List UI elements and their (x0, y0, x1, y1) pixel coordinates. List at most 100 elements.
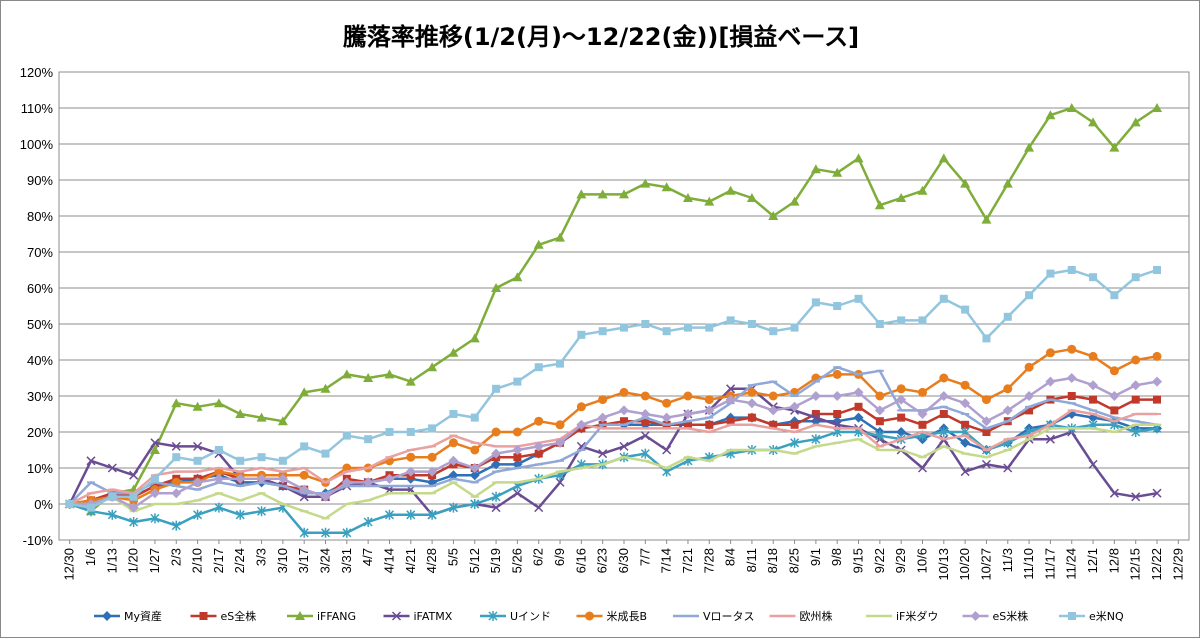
x-tick-label: 1/13 (104, 548, 119, 573)
series-7 (65, 365, 1162, 505)
y-tick-label: -10% (23, 533, 54, 548)
data-point (917, 185, 928, 195)
legend: My資産 eS全株 iFFANG iFATMX Uインド 米成長B Vロータス 欧州株 iF米ダ… (94, 609, 1124, 623)
data-point (171, 398, 182, 408)
data-point (896, 394, 907, 405)
legend-item: eS全株 (190, 609, 256, 623)
data-point (619, 405, 629, 416)
data-point (705, 323, 714, 332)
data-point (470, 445, 480, 455)
data-point (86, 503, 95, 512)
data-point (662, 327, 671, 336)
data-point (556, 359, 565, 368)
data-point (235, 473, 246, 484)
x-tick-label: 12/29 (1170, 548, 1185, 581)
data-point (171, 488, 182, 499)
data-point (448, 347, 459, 357)
data-point (682, 193, 693, 202)
x-tick-label: 7/14 (659, 548, 674, 573)
data-point (363, 373, 374, 382)
data-point (939, 427, 949, 437)
data-point (448, 455, 459, 466)
data-point (512, 272, 523, 282)
x-tick-label: 7/28 (701, 548, 716, 573)
data-point (746, 398, 757, 409)
data-point (1045, 348, 1055, 358)
data-point (235, 509, 245, 520)
data-point (981, 214, 992, 224)
data-point (789, 401, 800, 412)
x-tick-label: 4/14 (381, 548, 396, 573)
legend-item: Uインド (480, 610, 551, 623)
data-point (747, 320, 756, 328)
data-point (811, 298, 820, 307)
series-11 (65, 266, 1162, 512)
data-point (811, 413, 821, 423)
data-point (939, 373, 949, 383)
x-tick-label: 6/30 (616, 548, 631, 573)
data-point (747, 387, 757, 397)
data-point (107, 509, 117, 520)
data-point (640, 409, 651, 419)
x-tick-label: 5/19 (488, 548, 503, 573)
data-point (235, 409, 246, 418)
x-tick-label: 10/20 (957, 548, 972, 581)
data-point (469, 333, 480, 343)
data-point (661, 412, 672, 423)
data-point (619, 189, 629, 199)
data-point (1025, 291, 1034, 300)
data-point (982, 334, 991, 343)
data-point (790, 323, 799, 332)
data-point (257, 453, 266, 462)
data-point (1002, 405, 1013, 416)
x-tick-label: 2/24 (232, 548, 247, 573)
data-point (1024, 142, 1035, 152)
data-point (555, 437, 566, 448)
data-point (129, 492, 138, 501)
data-point (704, 196, 715, 206)
data-point (811, 410, 820, 418)
x-tick-label: 10/6 (914, 548, 929, 573)
x-tick-label: 9/29 (893, 548, 908, 573)
data-point (1131, 355, 1141, 365)
data-point (704, 405, 715, 416)
data-point (725, 394, 736, 405)
data-point (1066, 103, 1077, 112)
data-point (705, 420, 714, 429)
x-tick-label: 1/6 (83, 548, 98, 566)
data-point (854, 294, 863, 303)
data-point (1088, 351, 1098, 361)
data-point (1153, 395, 1162, 404)
data-point (448, 438, 458, 448)
data-point (512, 427, 522, 437)
data-point (918, 420, 927, 429)
data-point (342, 527, 352, 538)
data-point (896, 193, 907, 202)
data-point (513, 377, 522, 386)
x-tick-label: 7/7 (637, 548, 652, 566)
data-point (683, 420, 692, 429)
legend-item: 欧州株 (769, 609, 833, 623)
x-tick-label: 3/10 (275, 548, 290, 573)
legend-label: My資産 (124, 610, 162, 623)
data-point (491, 448, 502, 459)
data-point (981, 416, 992, 427)
data-point (1110, 406, 1119, 415)
data-point (682, 409, 693, 419)
data-point (598, 395, 608, 405)
legend-label: Uインド (510, 610, 551, 623)
x-tick-label: 12/1 (1085, 548, 1100, 573)
data-point (810, 391, 821, 401)
y-tick-label: 30% (27, 389, 53, 404)
data-point (939, 410, 948, 418)
x-tick-label: 12/15 (1128, 548, 1143, 581)
series-line (69, 409, 1157, 506)
data-point (875, 417, 884, 426)
data-point (65, 500, 74, 508)
series-line (69, 423, 1157, 520)
legend-item: eS米株 (962, 609, 1028, 623)
data-point (875, 430, 885, 441)
data-point (300, 442, 309, 451)
data-point (1109, 366, 1119, 376)
